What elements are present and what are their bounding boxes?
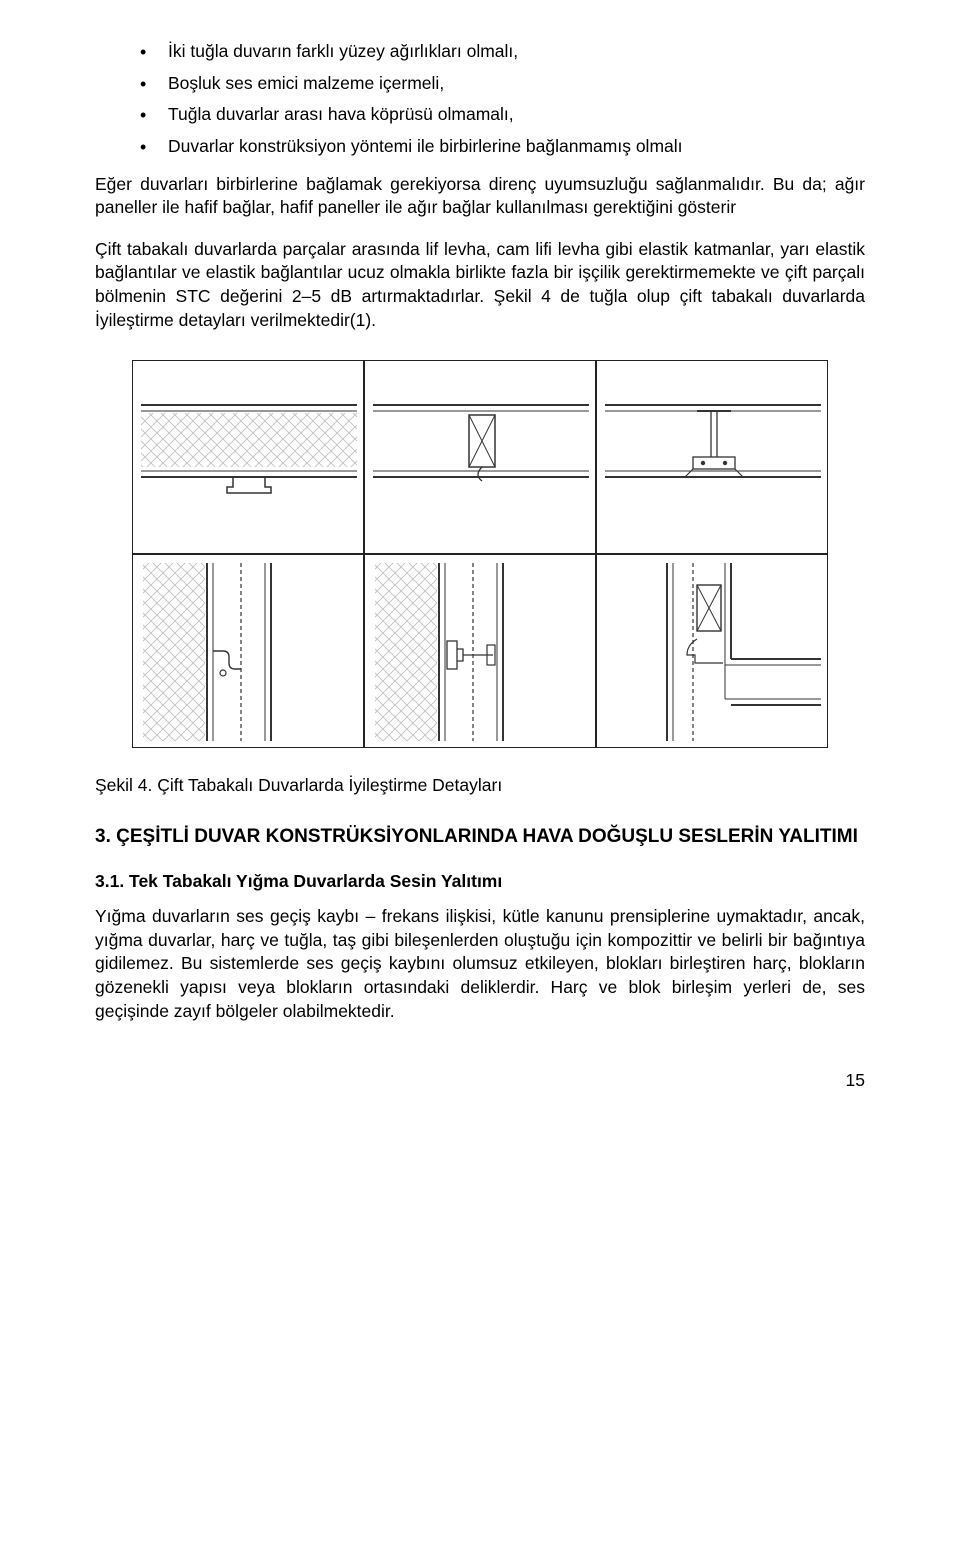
figure-4	[95, 360, 865, 748]
bullet-item: Boşluk ses emici malzeme içermeli,	[140, 72, 865, 96]
bullet-item: Duvarlar konstrüksiyon yöntemi ile birbi…	[140, 135, 865, 159]
fig-cell-5	[364, 554, 596, 748]
fig-cell-3	[596, 360, 828, 554]
fig-cell-4	[132, 554, 364, 748]
bullet-list: İki tuğla duvarın farklı yüzey ağırlıkla…	[95, 40, 865, 159]
bullet-item: İki tuğla duvarın farklı yüzey ağırlıkla…	[140, 40, 865, 64]
paragraph-2: Çift tabakalı duvarlarda parçalar arasın…	[95, 238, 865, 333]
page-number: 15	[95, 1069, 865, 1093]
bullet-item: Tuğla duvarlar arası hava köprüsü olmama…	[140, 103, 865, 127]
figure-row-2	[132, 554, 828, 748]
fig-cell-1	[132, 360, 364, 554]
fig-cell-6	[596, 554, 828, 748]
paragraph-1: Eğer duvarları birbirlerine bağlamak ger…	[95, 173, 865, 220]
section-3-heading: 3. ÇEŞİTLİ DUVAR KONSTRÜKSİYONLARINDA HA…	[95, 824, 865, 850]
fig-cell-2	[364, 360, 596, 554]
figure-row-1	[132, 360, 828, 554]
figure-4-caption: Şekil 4. Çift Tabakalı Duvarlarda İyileş…	[95, 774, 865, 798]
section-3-1-body: Yığma duvarların ses geçiş kaybı – freka…	[95, 905, 865, 1023]
section-3-1-heading: 3.1. Tek Tabakalı Yığma Duvarlarda Sesin…	[95, 870, 865, 894]
